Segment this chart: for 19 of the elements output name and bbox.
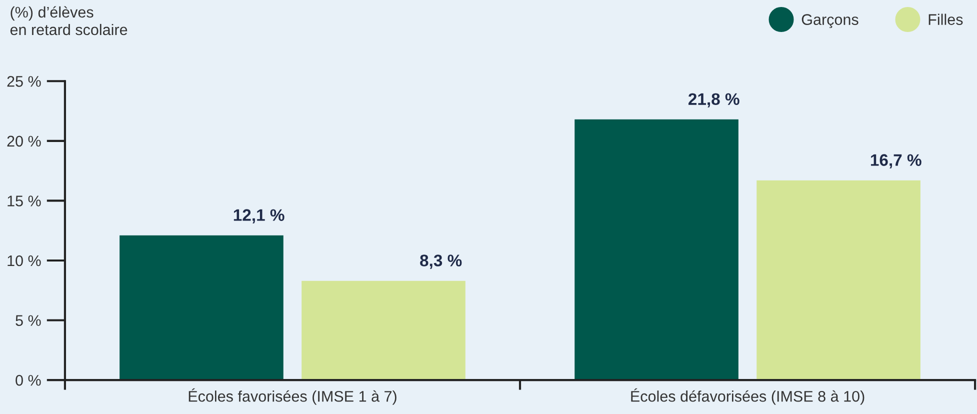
x-tick-label: Écoles favorisées (IMSE 1 à 7) — [188, 388, 396, 405]
legend-label: Filles — [928, 14, 963, 25]
legend-label: Garçons — [802, 14, 858, 28]
bar — [302, 280, 466, 380]
y-tick-label: 0 % — [16, 374, 41, 386]
y-tick-label: 5 % — [16, 315, 41, 326]
y-tick-label: 10 % — [8, 255, 41, 266]
y-tick-label: 15 % — [8, 196, 41, 206]
x-tick-label: Écoles défavorisées (IMSE 8 à 10) — [631, 388, 864, 405]
data-label: 16,7 % — [870, 154, 922, 168]
bar — [120, 235, 284, 380]
bar — [574, 119, 738, 380]
data-label: 8,3 % — [420, 254, 462, 269]
data-label: 21,8 % — [688, 93, 740, 108]
y-tick-label: 20 % — [7, 136, 41, 147]
bar — [756, 180, 920, 380]
y-tick-label: 25 % — [7, 76, 41, 87]
y-axis-title: (%) d’élèves en retard scolaire — [10, 6, 128, 36]
data-label: 12,1 % — [234, 209, 284, 224]
